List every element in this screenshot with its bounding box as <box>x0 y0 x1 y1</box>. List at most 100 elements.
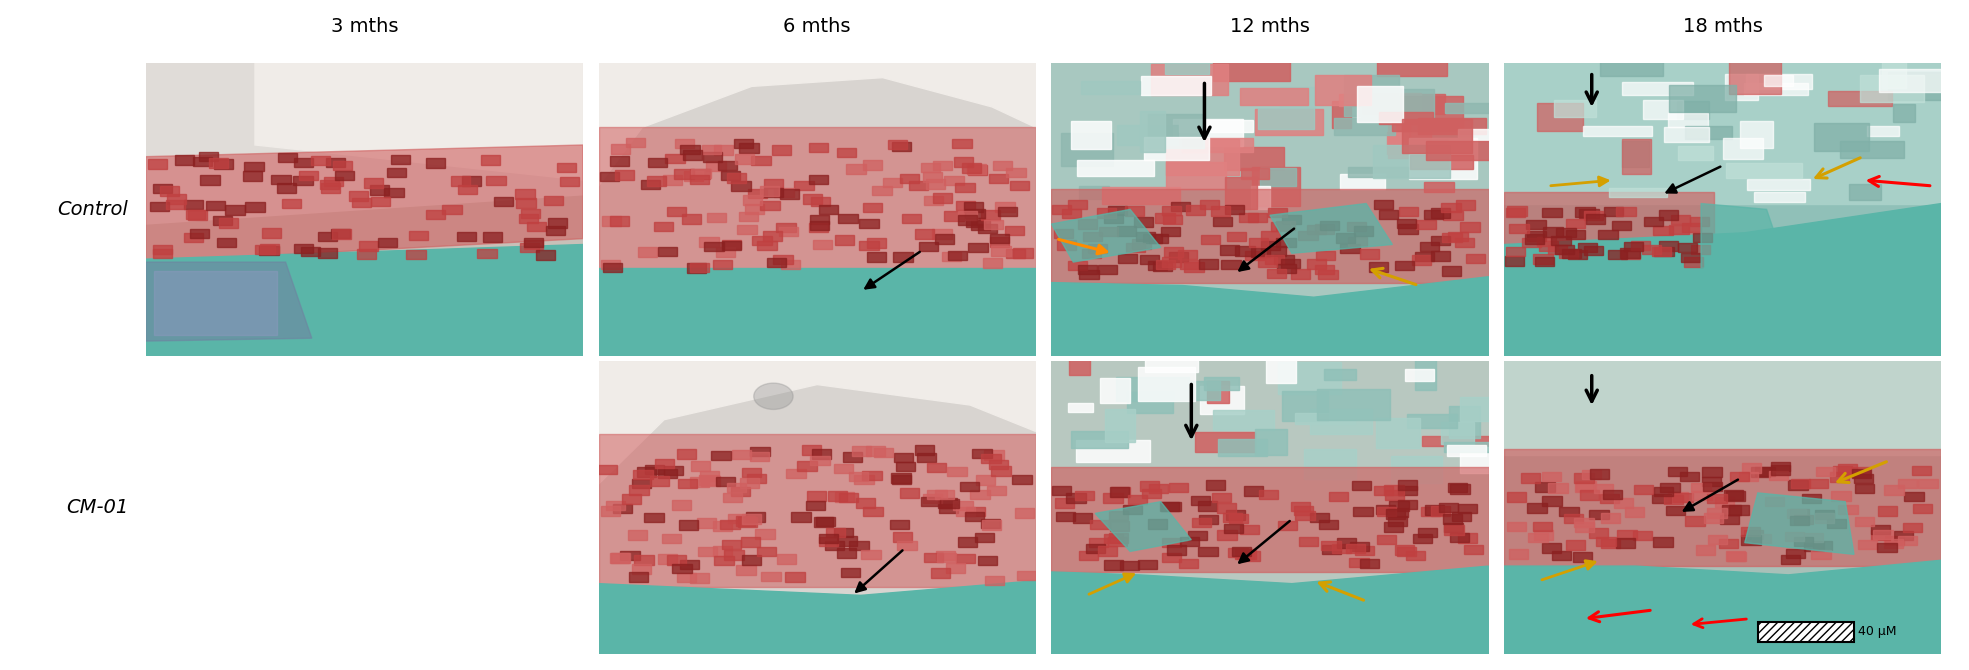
Bar <box>959 215 977 224</box>
Bar <box>721 170 740 180</box>
Bar <box>1567 250 1587 259</box>
Bar <box>1055 512 1075 521</box>
Bar <box>888 140 908 149</box>
Bar <box>1116 226 1136 236</box>
Bar <box>224 205 244 214</box>
Bar <box>923 196 943 205</box>
Bar <box>1142 488 1162 498</box>
Bar <box>1457 504 1477 513</box>
Bar <box>847 164 866 174</box>
Bar <box>1784 532 1804 541</box>
Bar <box>1668 492 1687 502</box>
Bar <box>957 553 975 563</box>
Bar <box>990 237 1010 247</box>
Bar <box>1103 493 1122 502</box>
Bar <box>1644 100 1682 119</box>
Bar <box>774 188 794 197</box>
Bar <box>1142 76 1211 95</box>
Bar <box>1788 480 1808 490</box>
Bar <box>1073 513 1093 523</box>
Bar <box>1105 214 1122 223</box>
Bar <box>1116 377 1189 401</box>
Bar <box>1333 101 1351 128</box>
Bar <box>406 250 425 259</box>
Bar <box>1160 502 1179 511</box>
Bar <box>1298 537 1317 546</box>
Bar <box>1589 510 1609 519</box>
Bar <box>1325 369 1357 380</box>
Bar <box>1682 223 1701 232</box>
Bar <box>866 252 886 261</box>
Bar <box>1199 200 1219 209</box>
Bar <box>638 247 658 257</box>
Bar <box>890 520 910 529</box>
Bar <box>1802 494 1821 503</box>
Bar <box>1668 467 1687 476</box>
Bar <box>1709 535 1727 544</box>
Bar <box>1410 155 1473 170</box>
Bar <box>1408 414 1457 428</box>
Bar <box>1225 147 1284 170</box>
Bar <box>520 209 540 218</box>
Bar <box>969 243 988 252</box>
Bar <box>1252 168 1300 206</box>
Bar <box>860 549 880 559</box>
Bar <box>1315 224 1335 234</box>
Bar <box>1181 138 1252 151</box>
Bar <box>1315 265 1333 275</box>
Bar <box>1166 162 1227 190</box>
Bar <box>1461 447 1516 473</box>
Bar <box>1431 208 1451 218</box>
Bar <box>1861 75 1924 102</box>
Bar <box>707 212 727 222</box>
Bar <box>1148 115 1205 148</box>
Bar <box>1390 456 1441 482</box>
Bar <box>1225 204 1244 214</box>
Bar <box>1538 241 1557 251</box>
Bar <box>1447 482 1467 492</box>
Bar <box>1390 501 1408 511</box>
Bar <box>321 184 341 193</box>
Bar <box>1085 544 1105 553</box>
Bar <box>1191 518 1211 527</box>
Bar <box>825 541 845 551</box>
Bar <box>1685 517 1705 526</box>
Bar <box>384 188 404 198</box>
Bar <box>1455 238 1475 247</box>
Bar <box>1191 496 1209 505</box>
Polygon shape <box>1701 204 1788 274</box>
Bar <box>1361 89 1433 119</box>
Bar <box>910 181 927 190</box>
Bar <box>900 488 920 498</box>
Bar <box>1384 490 1404 500</box>
Bar <box>1353 507 1372 516</box>
Bar <box>644 465 664 474</box>
Bar <box>1815 467 1835 476</box>
Bar <box>1067 493 1085 502</box>
Bar <box>746 474 766 483</box>
Bar <box>1441 203 1461 212</box>
Bar <box>1670 84 1737 112</box>
Bar <box>1296 413 1355 424</box>
Bar <box>319 180 339 189</box>
Bar <box>1451 484 1469 494</box>
Bar <box>356 249 376 259</box>
Bar <box>673 170 693 179</box>
Bar <box>1307 224 1327 234</box>
Bar <box>1727 552 1747 561</box>
Bar <box>1884 539 1904 548</box>
Bar <box>892 532 912 541</box>
Bar <box>1337 538 1357 547</box>
Bar <box>971 220 990 230</box>
Bar <box>1396 547 1416 556</box>
Bar <box>760 186 780 196</box>
Bar <box>849 541 868 550</box>
Bar <box>729 513 748 523</box>
Bar <box>699 547 717 556</box>
Bar <box>945 212 963 221</box>
Bar <box>935 551 955 560</box>
Bar <box>902 214 921 223</box>
Bar <box>1162 206 1181 215</box>
Bar <box>1898 478 1918 488</box>
Bar <box>750 452 770 461</box>
